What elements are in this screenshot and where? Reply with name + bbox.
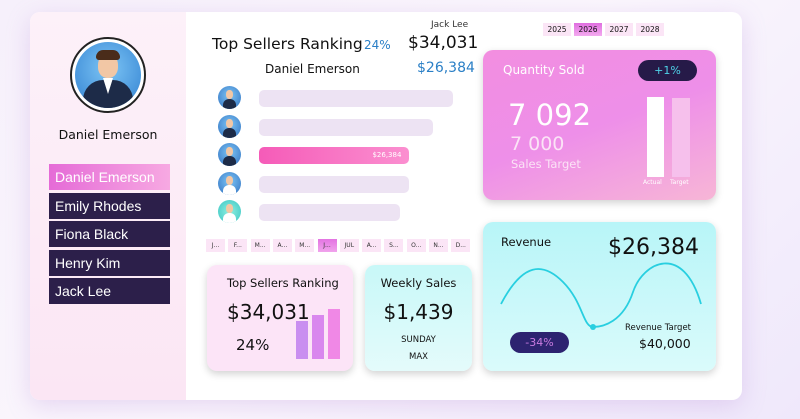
sidebar-item-henry-kim[interactable]: Henry Kim: [49, 250, 170, 276]
kpi-ranking-value: $34,031: [227, 300, 310, 324]
kpi-ranking-title: Top Sellers Ranking: [227, 276, 339, 290]
quantity-sold-panel: Quantity Sold +1% 7 092 7 000 Sales Targ…: [483, 50, 716, 200]
revenue-line: [500, 262, 702, 328]
selected-seller-value: $26,384: [417, 60, 475, 76]
user-name: Daniel Emerson: [58, 127, 158, 142]
weekly-note: MAX: [409, 352, 428, 362]
ranking-title: Top Sellers Ranking: [212, 35, 363, 53]
selected-seller-name: Daniel Emerson: [265, 62, 360, 76]
year-button[interactable]: 2028: [636, 23, 664, 36]
quantity-change-badge: +1%: [638, 60, 697, 81]
seller-avatar: [218, 172, 241, 195]
ranking-percent: 24%: [364, 38, 391, 52]
top-sellers-kpi-panel: Top Sellers Ranking $34,031 24%: [207, 265, 353, 371]
weekly-title: Weekly Sales: [380, 276, 457, 290]
seller-avatar: [218, 200, 241, 223]
ranking-bar: [259, 118, 433, 136]
mini-bar: [312, 315, 324, 359]
weekly-sales-panel: Weekly Sales $1,439 SUNDAY MAX: [365, 265, 472, 371]
revenue-panel: Revenue $26,384 -34% Revenue Target $40,…: [483, 222, 716, 371]
mini-bar: [328, 309, 340, 359]
month-button[interactable]: A...: [362, 239, 382, 252]
top-seller-value: $34,031: [408, 33, 479, 53]
revenue-target-value: $40,000: [639, 336, 691, 351]
kpi-ranking-percent: 24%: [236, 336, 270, 354]
target-bar-label: Target: [670, 179, 689, 186]
month-button[interactable]: JUL: [339, 239, 359, 252]
sidebar-item-fiona-black[interactable]: Fiona Black: [49, 221, 170, 247]
mini-bar: [296, 321, 308, 359]
sales-target-label: Sales Target: [511, 157, 581, 171]
quantity-title: Quantity Sold: [503, 63, 585, 77]
ranking-bar: [259, 90, 453, 107]
revenue-title: Revenue: [501, 235, 552, 249]
revenue-change-badge: -34%: [510, 332, 569, 353]
seller-avatar: [218, 115, 241, 138]
month-button[interactable]: M...: [250, 239, 270, 252]
revenue-wave-chart: [500, 262, 702, 330]
month-button[interactable]: O...: [406, 239, 426, 252]
ranking-bar: [259, 204, 401, 221]
ranking-bar: [259, 175, 409, 193]
year-button[interactable]: 2025: [543, 23, 571, 36]
target-bar: [672, 98, 690, 177]
actual-bar: [647, 97, 664, 177]
month-button[interactable]: M...: [295, 239, 315, 252]
seller-avatar: [218, 86, 241, 109]
month-button[interactable]: F...: [228, 239, 248, 252]
revenue-target-label: Revenue Target: [625, 323, 692, 333]
actual-bar-label: Actual: [643, 179, 662, 186]
top-seller-name: Jack Lee: [431, 20, 469, 30]
seller-avatar: [218, 143, 241, 166]
sidebar-item-daniel-emerson[interactable]: Daniel Emerson: [49, 164, 170, 190]
month-button[interactable]: J...: [317, 239, 337, 252]
year-button[interactable]: 2027: [605, 23, 633, 36]
sidebar: Daniel Emerson Daniel Emerson Emily Rhod…: [30, 12, 186, 400]
user-avatar: [70, 37, 146, 113]
weekly-day: SUNDAY: [401, 335, 436, 345]
quantity-target: 7 000: [510, 133, 565, 155]
month-button[interactable]: D...: [451, 239, 471, 252]
month-button[interactable]: A...: [272, 239, 292, 252]
weekly-value: $1,439: [383, 300, 454, 324]
revenue-value: $26,384: [608, 235, 699, 260]
sidebar-item-emily-rhodes[interactable]: Emily Rhodes: [49, 193, 170, 219]
sidebar-item-jack-lee[interactable]: Jack Lee: [49, 278, 170, 304]
quantity-actual: 7 092: [508, 98, 592, 132]
dashboard-card: Daniel Emerson Daniel Emerson Emily Rhod…: [30, 12, 742, 400]
revenue-point: [590, 324, 596, 330]
month-button[interactable]: J...: [206, 239, 225, 252]
ranking-bar: $26,384: [259, 147, 410, 164]
month-button[interactable]: S...: [384, 239, 404, 252]
year-button[interactable]: 2026: [574, 23, 602, 36]
month-button[interactable]: N...: [429, 239, 448, 252]
